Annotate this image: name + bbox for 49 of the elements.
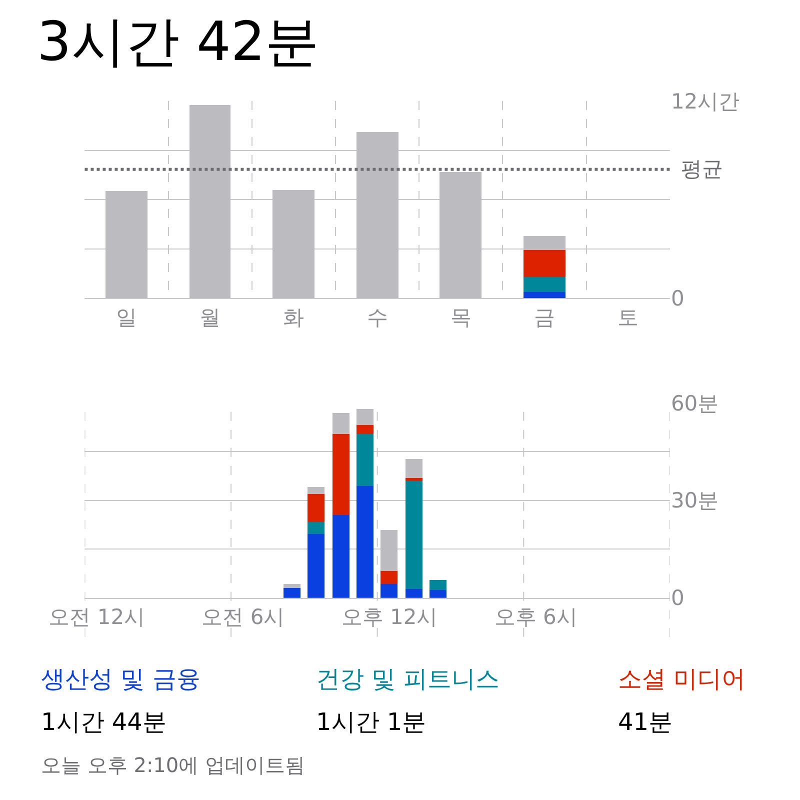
text: 건강 및 피트니스 <box>316 665 500 693</box>
bar <box>356 424 374 434</box>
bar <box>356 486 374 598</box>
x-tick-label: 월 <box>200 305 221 330</box>
bar <box>406 478 423 481</box>
x-tick-label: 오후 12시 <box>341 605 438 630</box>
text: 소셜 미디어 <box>618 665 746 693</box>
bar <box>308 486 325 494</box>
bar <box>430 580 447 590</box>
x-tick-label: 목 <box>450 305 472 330</box>
text: 1시간 44분 <box>41 708 166 736</box>
y-tick-label: 12시간 <box>670 90 740 114</box>
bar <box>356 408 374 425</box>
y-tick-label: 0 <box>670 286 684 310</box>
bar <box>406 458 423 478</box>
bar <box>332 412 350 434</box>
ref-line-label: 평균 <box>681 157 723 181</box>
y-tick-label: 0 <box>670 586 684 610</box>
text: 1시간 1분 <box>316 708 426 736</box>
y-tick-label: 60분 <box>670 391 719 416</box>
x-tick-label: 오전 12시 <box>48 605 146 630</box>
bar <box>308 522 325 534</box>
x-tick-label: 오전 6시 <box>202 605 285 630</box>
bar <box>308 494 325 522</box>
bar <box>406 480 423 589</box>
bar <box>380 570 398 584</box>
x-tick-label: 오후 6시 <box>494 605 578 630</box>
bar <box>332 514 350 598</box>
bar <box>524 250 566 278</box>
bar <box>380 584 398 598</box>
bar <box>284 584 301 588</box>
bar <box>332 434 350 515</box>
bar <box>406 588 423 598</box>
bar <box>308 534 325 598</box>
bar <box>284 588 301 598</box>
x-tick-label: 화 <box>283 305 304 330</box>
bar <box>430 590 447 598</box>
bar <box>356 434 374 486</box>
x-tick-label: 수 <box>366 305 388 330</box>
y-tick-label: 30분 <box>670 488 719 513</box>
text: 생산성 및 금융 <box>41 665 200 693</box>
bar <box>524 277 566 292</box>
x-tick-label: 금 <box>534 305 556 330</box>
chart-title: 3시간 42분 <box>37 10 320 73</box>
text: 41분 <box>618 708 673 736</box>
x-tick-label: 토 <box>618 305 639 330</box>
x-tick-label: 일 <box>116 305 138 330</box>
bar <box>524 292 566 298</box>
text: 오늘 오후 2:10에 업데이트됨 <box>41 753 305 777</box>
